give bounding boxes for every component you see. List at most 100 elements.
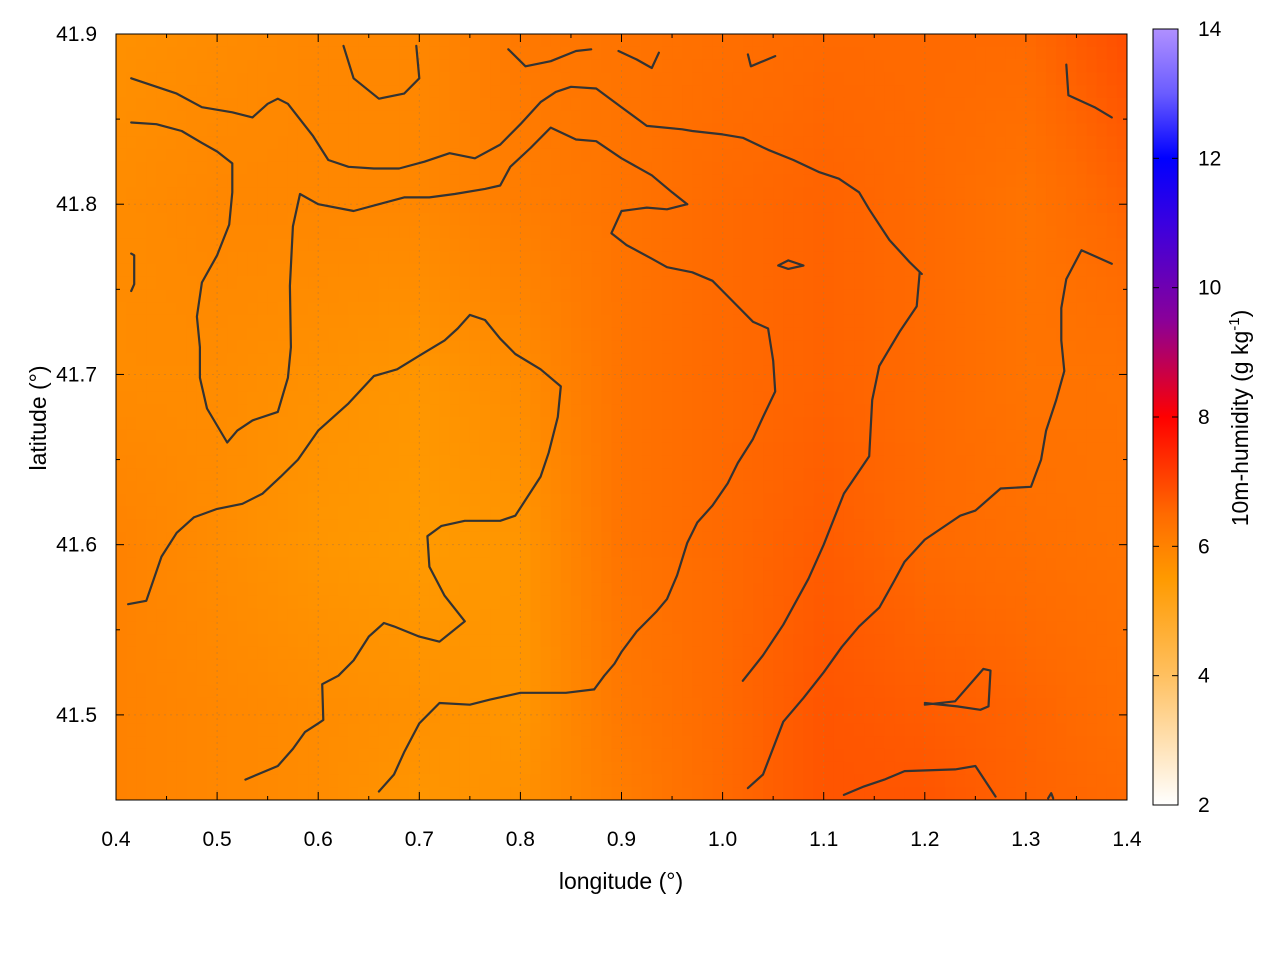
heatmap-cell: [752, 365, 764, 380]
heatmap-cell: [368, 544, 380, 559]
heatmap-cell: [591, 429, 602, 444]
heatmap-cell: [338, 110, 350, 124]
heatmap-cell: [308, 582, 319, 597]
heatmap-cell: [1066, 557, 1078, 571]
heatmap-cell: [1116, 582, 1127, 597]
heatmap-cell: [257, 251, 269, 265]
heatmap-cell: [237, 59, 249, 73]
heatmap-cell: [358, 225, 370, 239]
heatmap-cell: [348, 46, 360, 61]
heatmap-cell: [500, 353, 511, 367]
heatmap-cell: [894, 340, 906, 354]
heatmap-cell: [116, 621, 127, 635]
heatmap-cell: [631, 212, 643, 227]
heatmap-cell: [661, 480, 673, 495]
heatmap-cell: [227, 608, 238, 622]
heatmap-cell: [975, 110, 987, 124]
heatmap-cell: [469, 493, 481, 507]
heatmap-cell: [712, 429, 724, 444]
heatmap-cell: [975, 187, 987, 201]
heatmap-cell: [884, 519, 896, 533]
heatmap-cell: [439, 276, 451, 290]
heatmap-cell: [257, 302, 269, 316]
heatmap-cell: [793, 442, 805, 456]
heatmap-cell: [570, 519, 582, 533]
heatmap-cell: [459, 34, 471, 48]
heatmap-cell: [479, 276, 491, 290]
heatmap-cell: [530, 365, 542, 380]
heatmap-cell: [813, 123, 825, 137]
heatmap-cell: [813, 519, 825, 533]
heatmap-cell: [1056, 85, 1067, 99]
heatmap-cell: [378, 646, 390, 661]
heatmap-cell: [186, 570, 198, 584]
heatmap-cell: [459, 582, 471, 597]
heatmap-cell: [813, 582, 825, 597]
heatmap-cell: [985, 519, 997, 533]
heatmap-cell: [136, 123, 147, 137]
heatmap-cell: [449, 417, 461, 431]
heatmap-cell: [651, 276, 663, 290]
heatmap-cell: [904, 582, 916, 597]
heatmap-cell: [945, 544, 956, 559]
heatmap-cell: [742, 110, 754, 124]
heatmap-cell: [732, 646, 744, 661]
heatmap-cell: [267, 302, 279, 316]
heatmap-cell: [581, 391, 592, 405]
heatmap-cell: [378, 72, 390, 86]
heatmap-cell: [287, 519, 299, 533]
heatmap-cell: [823, 174, 835, 188]
heatmap-cell: [530, 276, 542, 290]
heatmap-cell: [1116, 199, 1127, 214]
heatmap-cell: [631, 289, 643, 303]
heatmap-cell: [368, 46, 380, 61]
heatmap-cell: [469, 391, 481, 405]
heatmap-cell: [975, 225, 987, 239]
heatmap-cell: [247, 659, 259, 673]
heatmap-cell: [914, 480, 926, 495]
heatmap-cell: [904, 34, 916, 48]
heatmap-cell: [975, 404, 987, 418]
heatmap-cell: [581, 557, 592, 571]
heatmap-cell: [621, 634, 633, 648]
heatmap-cell: [1046, 595, 1057, 610]
heatmap-cell: [864, 582, 875, 597]
heatmap-cell: [1066, 544, 1078, 559]
heatmap-cell: [651, 289, 663, 303]
heatmap-cell: [1056, 442, 1067, 456]
heatmap-cell: [661, 493, 673, 507]
heatmap-cell: [975, 378, 987, 393]
heatmap-cell: [732, 289, 744, 303]
heatmap-cell: [702, 327, 714, 341]
heatmap-cell: [965, 659, 976, 673]
heatmap-cell: [368, 378, 380, 393]
heatmap-cell: [126, 506, 137, 520]
heatmap-cell: [176, 391, 188, 405]
heatmap-cell: [1056, 506, 1067, 520]
heatmap-cell: [227, 353, 238, 367]
heatmap-cell: [1086, 148, 1098, 163]
heatmap-cell: [267, 646, 279, 661]
heatmap-cell: [267, 531, 279, 546]
heatmap-cell: [1025, 238, 1037, 252]
heatmap-cell: [469, 263, 481, 278]
heatmap-cell: [348, 570, 360, 584]
heatmap-cell: [156, 251, 168, 265]
heatmap-cell: [1015, 353, 1027, 367]
heatmap-cell: [196, 263, 208, 278]
heatmap-cell: [287, 455, 299, 469]
heatmap-cell: [1015, 46, 1027, 61]
heatmap-cell: [651, 148, 663, 163]
heatmap-cell: [287, 148, 299, 163]
heatmap-cell: [166, 110, 178, 124]
heatmap-cell: [763, 365, 774, 380]
heatmap-cell: [449, 123, 461, 137]
heatmap-cell: [651, 302, 663, 316]
heatmap-cell: [581, 161, 592, 176]
heatmap-cell: [550, 468, 562, 482]
heatmap-cell: [206, 378, 218, 393]
heatmap-cell: [591, 340, 602, 354]
heatmap-cell: [783, 187, 794, 201]
heatmap-cell: [1046, 85, 1057, 99]
heatmap-cell: [874, 251, 885, 265]
